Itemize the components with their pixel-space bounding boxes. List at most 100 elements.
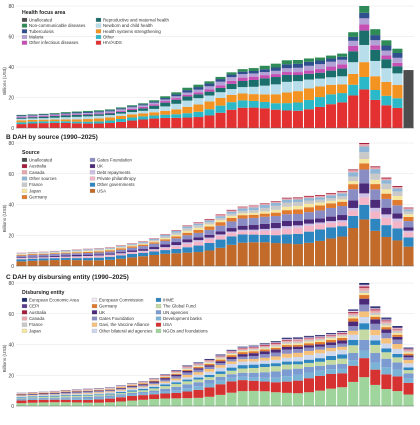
- bar-segment: [282, 198, 292, 199]
- bar-segment: [403, 373, 413, 378]
- bar-segment: [337, 84, 347, 93]
- bar-segment: [193, 252, 203, 266]
- bar-segment: [127, 252, 137, 253]
- bar-segment: [94, 395, 104, 396]
- bar-segment: [359, 358, 369, 377]
- bar-segment: [94, 394, 104, 395]
- bar-segment: [138, 392, 148, 394]
- bar-segment: [149, 394, 159, 399]
- bar-segment: [282, 350, 292, 354]
- bar-segment: [61, 258, 71, 260]
- bar-segment: [61, 394, 71, 395]
- bar-segment: [249, 77, 259, 80]
- bar-segment: [337, 69, 347, 77]
- bar-segment: [359, 197, 369, 204]
- bar-segment: [282, 60, 292, 64]
- bar-segment: [249, 218, 259, 225]
- bar-segment: [370, 317, 380, 320]
- bar-segment: [249, 108, 259, 128]
- legend-swatch: [22, 183, 27, 187]
- bar-segment: [94, 118, 104, 121]
- bar-segment: [116, 252, 126, 253]
- bar-segment: [94, 398, 104, 400]
- bar-segment: [249, 347, 259, 348]
- bar-segment: [238, 350, 248, 351]
- bar-segment: [171, 376, 181, 378]
- legend-label: Unallocated: [29, 157, 53, 162]
- bar-segment: [105, 396, 115, 397]
- bar-segment: [227, 228, 237, 231]
- bar-segment: [238, 207, 248, 208]
- bar-segment: [116, 393, 126, 394]
- bar-segment: [50, 118, 60, 120]
- bar-segment: [160, 106, 170, 110]
- bar-segment: [204, 359, 214, 360]
- bar-segment: [326, 198, 336, 201]
- bar-segment: [403, 221, 413, 227]
- bar-segment: [293, 103, 303, 111]
- bar-segment: [72, 257, 82, 258]
- bar-segment: [370, 61, 380, 76]
- bar-segment: [238, 348, 248, 349]
- legend-swatch: [22, 317, 27, 321]
- bar-segment: [326, 389, 336, 406]
- bar-segment: [249, 347, 259, 348]
- bar-segment: [381, 237, 391, 266]
- bar-segment: [28, 397, 38, 398]
- legend-label: Germany: [29, 195, 48, 200]
- bar-segment: [216, 214, 226, 215]
- bar-segment: [271, 350, 281, 353]
- bar-segment: [348, 382, 358, 406]
- bar-segment: [138, 390, 148, 392]
- bar-segment: [238, 213, 248, 215]
- bar-segment: [260, 75, 270, 78]
- legend-swatch: [22, 310, 27, 314]
- bar-segment: [392, 85, 402, 98]
- bar-segment: [193, 242, 203, 246]
- bar-segment: [160, 118, 170, 128]
- bar-segment: [28, 399, 38, 400]
- bar-segment: [160, 99, 170, 101]
- bar-segment: [149, 241, 159, 242]
- bar-segment: [348, 211, 358, 216]
- bar-segment: [359, 159, 369, 163]
- bar-segment: [160, 377, 170, 378]
- bar-segment: [392, 49, 402, 53]
- bar-segment: [348, 366, 358, 382]
- bar-segment: [138, 249, 148, 251]
- bar-segment: [370, 169, 380, 174]
- bar-segment: [348, 340, 358, 345]
- bar-segment: [293, 111, 303, 128]
- bar-segment: [260, 94, 270, 102]
- bar-segment: [293, 64, 303, 68]
- bar-segment: [83, 393, 93, 394]
- bar-segment: [138, 244, 148, 245]
- bar-segment: [337, 193, 347, 196]
- bar-segment: [28, 257, 38, 258]
- bar-segment: [381, 321, 391, 323]
- bar-segment: [381, 46, 391, 51]
- bar-segment: [216, 240, 226, 248]
- bar-segment: [249, 213, 259, 215]
- bar-segment: [182, 233, 192, 235]
- bar-segment: [193, 87, 203, 90]
- bar-segment: [315, 218, 325, 222]
- bar-segment: [337, 369, 347, 373]
- bar-segment: [171, 249, 181, 253]
- bar-segment: [282, 92, 292, 103]
- bar-segment: [381, 180, 391, 184]
- bar-segment: [293, 357, 303, 361]
- bar-segment: [227, 357, 237, 359]
- bar-segment: [359, 45, 369, 62]
- bar-segment: [149, 102, 159, 103]
- bar-segment: [315, 336, 325, 337]
- bar-segment: [28, 397, 38, 398]
- bar-segment: [326, 62, 336, 67]
- bar-segment: [50, 393, 60, 394]
- bar-segment: [359, 323, 369, 329]
- bar-segment: [249, 242, 259, 266]
- bar-segment: [392, 391, 402, 406]
- bar-segment: [315, 97, 325, 107]
- bar-segment: [326, 345, 336, 348]
- bar-segment: [271, 103, 281, 109]
